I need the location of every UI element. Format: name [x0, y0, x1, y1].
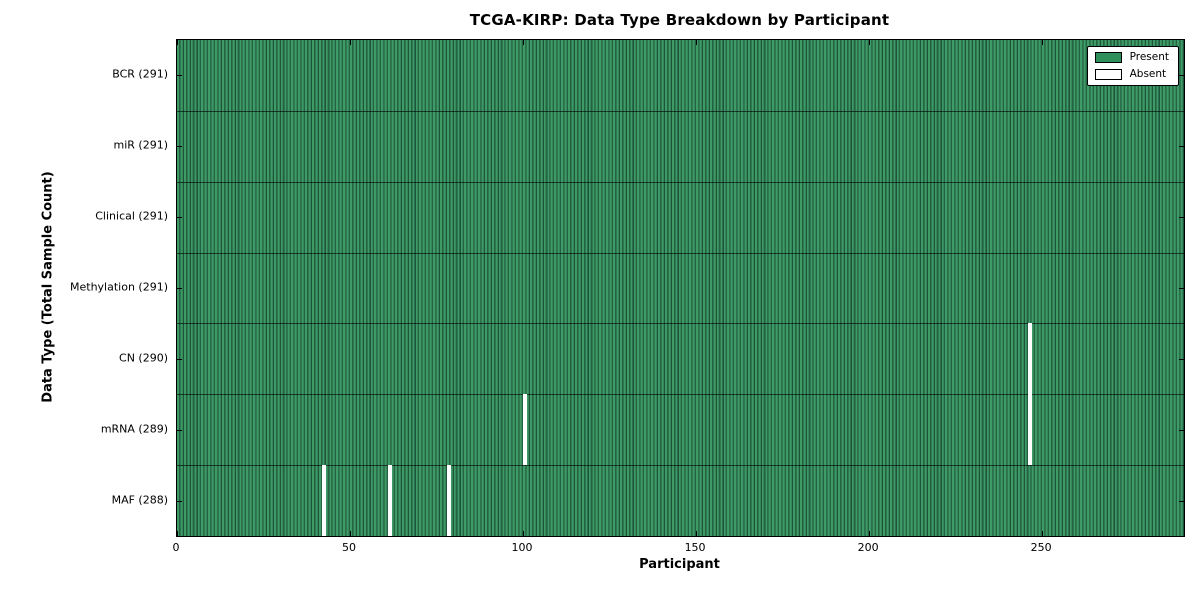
legend: Present Absent: [1086, 46, 1179, 86]
row-divider: [177, 394, 1184, 396]
absent-bar: [1028, 323, 1033, 466]
row-label: Clinical (291): [95, 209, 168, 223]
x-axis-label: Participant: [639, 557, 720, 572]
y-tick-right: [1179, 217, 1184, 219]
y-tick-right: [1179, 358, 1184, 360]
x-tick-label: 100: [511, 541, 533, 554]
absent-bar: [522, 394, 527, 466]
y-tick-right: [1179, 146, 1184, 148]
y-tick-right: [1179, 75, 1184, 77]
x-tick-label: 50: [342, 541, 357, 554]
row-label: Methylation (291): [70, 280, 168, 294]
y-tick: [177, 500, 182, 502]
x-tick-top: [869, 40, 871, 45]
y-tick: [177, 288, 182, 289]
x-tick-label: 200: [857, 541, 879, 554]
x-tick-top: [696, 40, 698, 45]
x-tick-top: [177, 40, 178, 45]
absent-bar: [446, 465, 451, 536]
row-label: CN (290): [119, 351, 168, 365]
x-tick-top: [523, 40, 525, 45]
x-tick-label: 250: [1030, 541, 1052, 554]
y-tick-right: [1179, 288, 1184, 289]
y-tick: [177, 217, 182, 219]
x-tick: [177, 531, 178, 536]
x-tick: [523, 531, 525, 536]
x-tick-label: 0: [172, 541, 180, 554]
x-tick-label: 150: [684, 541, 706, 554]
row-label: BCR (291): [112, 67, 168, 81]
y-tick-right: [1179, 429, 1184, 431]
row-divider: [177, 181, 1184, 183]
x-tick-top: [1042, 40, 1044, 45]
row-divider: [177, 465, 1184, 467]
x-tick-top: [350, 40, 352, 45]
plot-area: Present Absent: [176, 39, 1185, 537]
present-swatch-icon: [1094, 52, 1122, 63]
row-label: mRNA (289): [100, 422, 168, 436]
row-divider: [177, 110, 1184, 112]
absent-bar: [387, 465, 392, 536]
y-tick: [177, 429, 182, 431]
y-tick: [177, 358, 182, 360]
legend-label-absent: Absent: [1129, 68, 1167, 80]
y-tick: [177, 146, 182, 148]
x-tick: [350, 531, 352, 536]
row-divider: [177, 252, 1184, 254]
legend-item-absent: Absent: [1094, 68, 1169, 80]
legend-label-present: Present: [1129, 51, 1169, 63]
legend-item-present: Present: [1094, 51, 1169, 63]
row-label: MAF (288): [111, 493, 168, 507]
absent-bar: [322, 465, 327, 536]
row-label: miR (291): [113, 138, 169, 152]
y-tick: [177, 75, 182, 77]
x-tick: [1042, 531, 1044, 536]
chart-title: TCGA-KIRP: Data Type Breakdown by Partic…: [469, 11, 890, 29]
row-divider: [177, 323, 1184, 325]
absent-swatch-icon: [1094, 69, 1122, 80]
y-tick-right: [1179, 500, 1184, 502]
x-tick: [869, 531, 871, 536]
x-tick: [696, 531, 698, 536]
